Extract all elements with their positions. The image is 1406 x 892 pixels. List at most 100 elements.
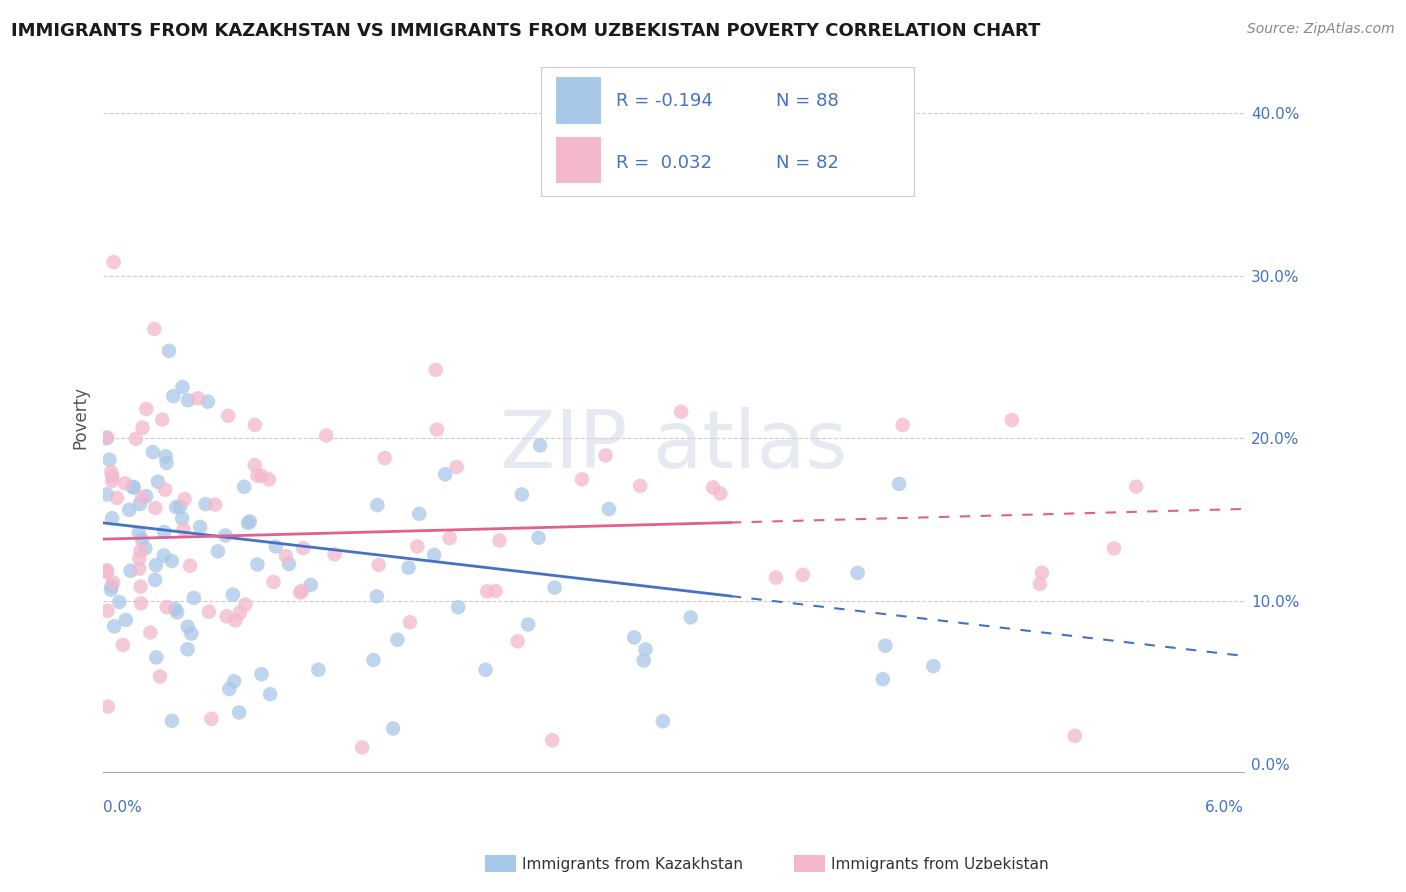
Point bbox=[160, 714, 183, 728]
Point bbox=[166, 605, 188, 619]
Point bbox=[228, 706, 250, 720]
Point bbox=[98, 452, 121, 467]
Point bbox=[143, 322, 166, 336]
Point bbox=[1029, 577, 1052, 591]
Point bbox=[143, 573, 166, 587]
Point bbox=[101, 469, 124, 483]
Point bbox=[425, 363, 447, 377]
Point bbox=[307, 663, 329, 677]
Point bbox=[387, 632, 409, 647]
Point bbox=[111, 638, 134, 652]
Point bbox=[299, 578, 322, 592]
Point bbox=[423, 548, 446, 562]
Point bbox=[263, 574, 285, 589]
Point bbox=[510, 487, 533, 501]
Point bbox=[875, 639, 897, 653]
Point bbox=[439, 531, 461, 545]
Point bbox=[207, 544, 229, 558]
Point bbox=[129, 543, 152, 558]
Point bbox=[103, 255, 125, 269]
Point bbox=[173, 492, 195, 507]
Point bbox=[122, 480, 145, 494]
Point bbox=[217, 409, 239, 423]
Point bbox=[187, 391, 209, 405]
Point bbox=[382, 722, 405, 736]
Point bbox=[891, 417, 914, 432]
Point bbox=[1001, 413, 1024, 427]
Point bbox=[264, 540, 287, 554]
Point bbox=[103, 619, 125, 633]
Point bbox=[118, 503, 141, 517]
Point bbox=[257, 472, 280, 486]
Point bbox=[399, 615, 422, 630]
Point bbox=[474, 663, 496, 677]
Text: ZIP atlas: ZIP atlas bbox=[501, 408, 848, 485]
Point bbox=[204, 498, 226, 512]
Point bbox=[679, 610, 702, 624]
Point bbox=[1031, 566, 1053, 580]
Point bbox=[288, 585, 311, 599]
Point bbox=[183, 591, 205, 605]
Text: N = 82: N = 82 bbox=[776, 153, 839, 171]
Point bbox=[129, 596, 152, 610]
Point bbox=[1102, 541, 1125, 556]
Point bbox=[543, 581, 565, 595]
Point bbox=[125, 432, 148, 446]
Point bbox=[222, 588, 245, 602]
FancyBboxPatch shape bbox=[557, 78, 600, 124]
Point bbox=[315, 428, 337, 442]
Point bbox=[145, 650, 167, 665]
Point bbox=[366, 498, 388, 512]
Point bbox=[139, 625, 162, 640]
Point bbox=[128, 562, 150, 576]
Point bbox=[176, 620, 198, 634]
Point bbox=[96, 430, 118, 444]
Point bbox=[887, 477, 910, 491]
Point bbox=[529, 438, 551, 452]
Point bbox=[702, 481, 724, 495]
Point bbox=[922, 659, 945, 673]
Point bbox=[352, 740, 374, 755]
Text: 6.0%: 6.0% bbox=[1205, 799, 1244, 814]
Point bbox=[598, 502, 620, 516]
Point bbox=[527, 531, 550, 545]
Point bbox=[506, 634, 529, 648]
Point bbox=[277, 557, 299, 571]
Point bbox=[229, 606, 252, 620]
Point bbox=[146, 475, 169, 489]
Point bbox=[176, 642, 198, 657]
Point bbox=[1063, 729, 1085, 743]
Point bbox=[595, 449, 617, 463]
Point bbox=[218, 681, 240, 696]
Point bbox=[100, 465, 122, 479]
Text: Source: ZipAtlas.com: Source: ZipAtlas.com bbox=[1247, 22, 1395, 37]
Point bbox=[160, 554, 183, 568]
Point bbox=[224, 674, 246, 689]
Point bbox=[872, 672, 894, 686]
Point bbox=[165, 500, 187, 515]
Point bbox=[446, 460, 468, 475]
Point bbox=[96, 431, 118, 445]
Point bbox=[243, 458, 266, 472]
Point bbox=[101, 474, 124, 488]
Y-axis label: Poverty: Poverty bbox=[72, 386, 89, 450]
Point bbox=[128, 526, 150, 541]
Point bbox=[114, 613, 136, 627]
Point bbox=[169, 500, 191, 514]
Point bbox=[292, 541, 315, 556]
Point bbox=[100, 582, 122, 597]
Point bbox=[194, 497, 217, 511]
Point bbox=[633, 653, 655, 667]
Point bbox=[274, 549, 297, 563]
Point bbox=[398, 560, 420, 574]
Point bbox=[162, 389, 184, 403]
Point bbox=[709, 486, 731, 500]
Point bbox=[172, 511, 194, 525]
Point bbox=[374, 451, 396, 466]
Point bbox=[477, 584, 499, 599]
Point bbox=[488, 533, 510, 548]
Point bbox=[669, 405, 692, 419]
FancyBboxPatch shape bbox=[557, 136, 600, 184]
Point bbox=[96, 487, 118, 501]
Point bbox=[97, 699, 120, 714]
